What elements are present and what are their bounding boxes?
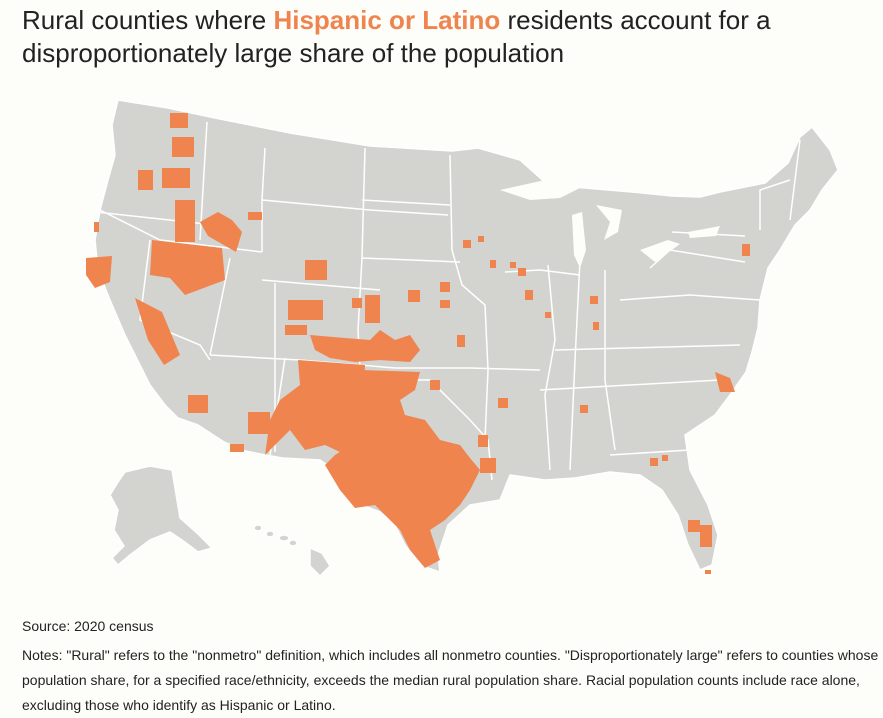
title-suffix: residents account for a disproportionate… xyxy=(22,5,771,68)
hawaii-islands xyxy=(253,524,331,577)
state-borders xyxy=(95,121,801,481)
title-prefix: Rural counties where xyxy=(22,5,274,35)
highlighted-counties xyxy=(86,113,750,574)
alaska-landmass xyxy=(109,465,213,566)
map-title: Rural counties where Hispanic or Latino … xyxy=(22,4,862,70)
contiguous-us-landmass xyxy=(94,99,839,573)
us-map xyxy=(86,99,839,577)
notes-text: Notes: "Rural" refers to the "nonmetro" … xyxy=(22,647,879,713)
great-lakes xyxy=(500,180,720,268)
title-highlight: Hispanic or Latino xyxy=(273,5,501,35)
source-note: Source: 2020 census xyxy=(22,618,154,634)
